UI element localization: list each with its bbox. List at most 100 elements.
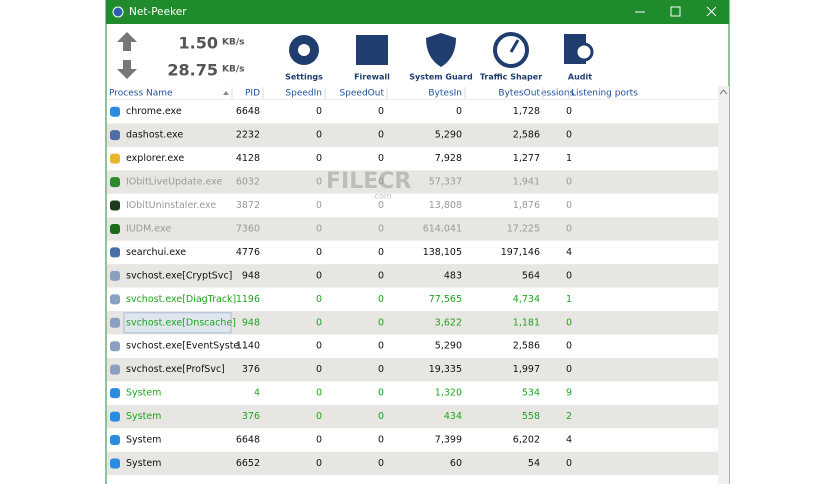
column-header[interactable]: Process Name [109,89,173,99]
table-row[interactable]: svchost.exe[Dnscache] 948 0 0 3,622 1,181 0 [110,312,572,334]
button-icon-hole [298,44,310,56]
cell: svchost.exe[CryptSvc] [126,270,232,281]
cell: 0 [378,341,384,352]
cell: 0 [566,364,572,375]
speed-in-unit: KB/s [222,38,244,48]
cell: svchost.exe[EventSyste... [126,341,248,352]
table-row[interactable]: System 376 0 0 434 558 2 [110,411,572,422]
table-row[interactable]: System 6652 0 0 60 54 0 [110,458,572,469]
scroll-up[interactable] [719,89,728,95]
column-header[interactable]: BytesOut [498,89,540,99]
cell: 19,335 [429,364,462,375]
cell: 5,290 [435,130,462,141]
cell: 0 [316,247,322,258]
table-row[interactable]: IUDM.exe 7360 0 0 614,041 17,225 0 [110,223,572,234]
process-icon [110,458,120,469]
cell: 0 [316,317,322,328]
table-row[interactable]: svchost.exe[DiagTrack] 1196 0 0 77,565 4,734 1 [110,294,572,305]
process-icon [110,130,120,141]
cell: 4 [254,388,260,399]
process-icon [110,388,120,399]
toolbar-button[interactable]: System Guard [409,33,473,82]
cell: 197,146 [501,247,540,258]
row-background [107,146,718,171]
cell: 376 [242,411,260,422]
toolbar-button[interactable]: Audit [564,34,594,82]
column-header[interactable]: SpeedOut [339,89,384,99]
table-row[interactable]: explorer.exe 4128 0 0 7,928 1,277 1 [110,153,572,164]
row-background [107,311,718,335]
cell: 0 [316,177,322,188]
cell: 0 [316,388,322,399]
cell: 0 [566,130,572,141]
watermark-suffix: .com [372,192,392,201]
title-bar [106,0,729,24]
row-background [107,100,718,124]
cell: 6648 [236,435,260,446]
column-header[interactable]: BytesIn [428,89,462,99]
table-row[interactable]: svchost.exe[EventSyste...1140 0 0 5,290 2,58… [110,341,572,352]
speed-in: 1.50 [179,34,218,53]
button-label: Traffic Shaper [480,73,542,82]
cell: 0 [566,317,572,328]
table-row[interactable]: searchui.exe 4776 0 0 138,105 197,146 4 [110,247,572,258]
table-header [107,86,718,100]
maximize-button[interactable] [670,6,681,17]
scrollbar[interactable] [718,86,729,484]
row-background [107,264,718,288]
cell: searchui.exe [126,247,186,258]
table-row[interactable]: svchost.exe[ProfSvc] 376 0 0 19,335 1,997 0 [110,364,572,375]
table-row[interactable]: System 4 0 0 1,320 534 9 [110,388,572,399]
cell: 77,565 [429,294,462,305]
cell: 0 [378,106,384,117]
cell: 0 [378,411,384,422]
table-row[interactable]: IObitUninstaler.exe 3872 0 0 13,808 1,876 0 [110,200,572,211]
table-row[interactable]: System 6648 0 0 7,399 6,202 4 [110,435,572,446]
toolbar-button[interactable]: Traffic Shaper [480,32,542,82]
process-icon [110,341,120,352]
process-icon [110,270,120,281]
cell: IObitUninstaler.exe [126,200,216,211]
cell: System [126,435,161,446]
cell: 7,928 [435,153,462,164]
close-button[interactable] [706,6,717,17]
row-background [107,381,718,405]
toolbar-button[interactable]: Settings [285,35,323,82]
cell: 1 [566,294,572,305]
cell: 4128 [236,153,260,164]
cell: IObitLiveUpdate.exe [126,177,223,188]
row-background [107,475,718,484]
process-icon [110,435,120,446]
cell: 0 [378,317,384,328]
column-header[interactable]: SpeedIn [285,89,322,99]
speed-out: 28.75 [167,61,218,80]
column-header[interactable]: essions [541,89,575,99]
process-icon [110,106,120,117]
process-icon [110,411,120,422]
cell: chrome.exe [126,106,182,117]
cell: 2 [566,411,572,422]
table-row[interactable]: svchost.exe[CryptSvc] 948 0 0 483 564 0 [110,270,572,281]
column-header[interactable]: PID [245,89,260,99]
column-header[interactable]: Listening ports [571,89,638,99]
process-icon [110,294,120,305]
toolbar-button[interactable]: Firewall [354,35,390,82]
table-row[interactable]: chrome.exe 6648 0 0 0 1,728 0 [110,106,572,117]
table-row[interactable]: IObitLiveUpdate.exe 6032 0 0 57,337 1,941 0 [110,177,572,188]
cell: 0 [456,106,462,117]
cell: 6,202 [513,435,540,446]
cell: 558 [522,411,540,422]
cell: 0 [316,411,322,422]
button-icon [493,32,529,68]
process-icon [110,153,120,164]
row-background [107,428,718,452]
cell: 483 [444,270,462,281]
cell: svchost.exe[Dnscache] [126,317,236,328]
cell: System [126,388,161,399]
cell: 1,876 [513,200,540,211]
table-row[interactable]: dashost.exe 2232 0 0 5,290 2,586 0 [110,130,572,141]
process-icon [110,223,120,234]
sort-arrow [223,91,229,95]
cell: 2232 [236,130,260,141]
